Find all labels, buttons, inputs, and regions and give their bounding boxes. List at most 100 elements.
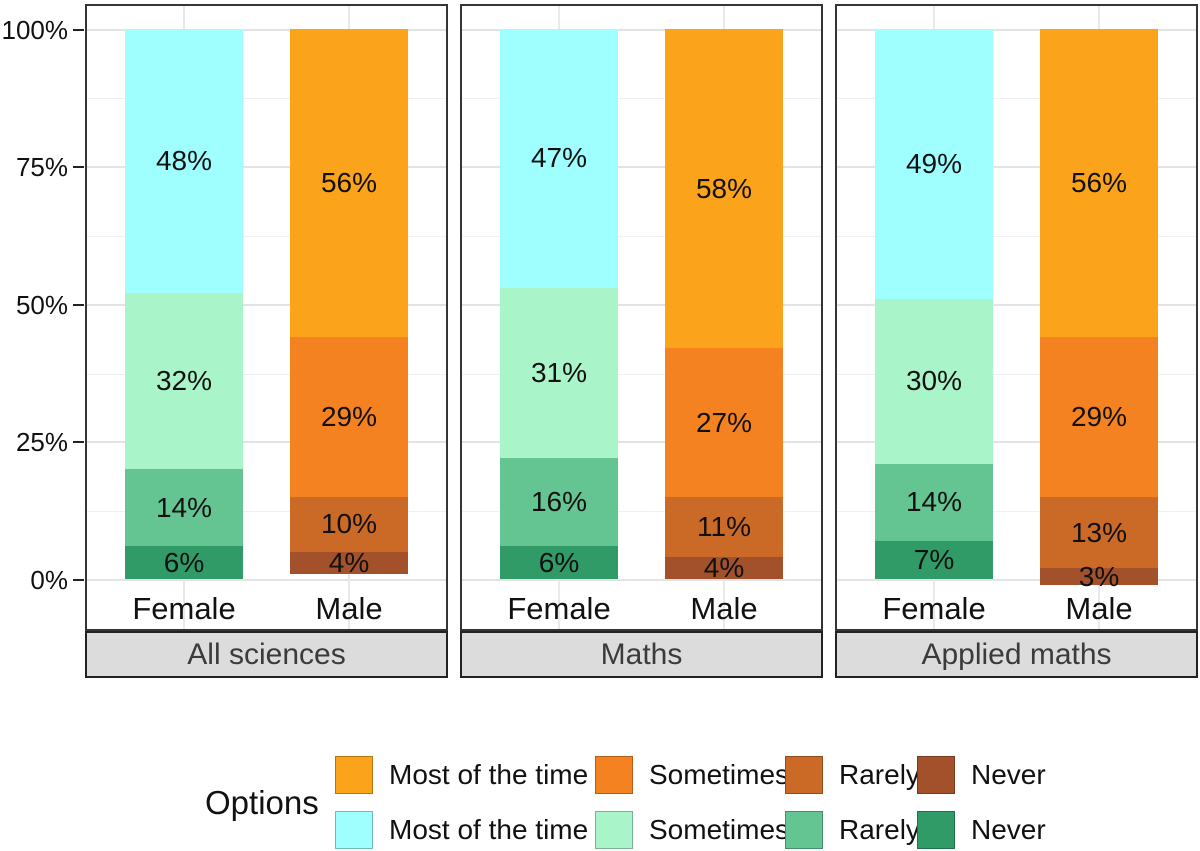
major-gridline (87, 303, 446, 306)
bar-segment-most-of-the-time: 58% (665, 29, 783, 349)
bar-segment-sometimes: 32% (125, 293, 243, 470)
bar-segment-label: 56% (320, 167, 378, 199)
bar-segment-label: 6% (538, 546, 580, 578)
minor-gridline (87, 235, 446, 237)
bar-segment-label: 11% (697, 511, 751, 543)
bar-segment-sometimes: 29% (1040, 337, 1158, 497)
bar-segment-label: 29% (320, 401, 378, 433)
facet-strip: All sciences (85, 631, 448, 678)
bar-segment-never: 6% (125, 546, 243, 580)
bar-segment-rarely: 13% (1040, 496, 1158, 569)
legend-swatch (917, 811, 955, 849)
major-gridline (837, 166, 1196, 169)
major-gridline (87, 166, 446, 169)
bar: 48% 32% 14% 6% (125, 29, 243, 580)
bar-segment-rarely: 16% (500, 458, 618, 547)
bar-segment-label: 56% (1070, 167, 1128, 199)
legend-label: Sometimes (649, 814, 790, 845)
bar-segment-label: 10% (320, 508, 378, 540)
legend-swatch (785, 811, 823, 849)
legend-label: Never (971, 759, 1046, 790)
legend-swatch (335, 811, 373, 849)
bar-segment-most-of-the-time: 56% (1040, 29, 1158, 338)
bar-segment-rarely: 10% (290, 496, 408, 552)
major-gridline (462, 579, 821, 581)
bar-segment-sometimes: 27% (665, 348, 783, 497)
y-axis-tick-label: 25% (15, 427, 68, 458)
category-label: Male (690, 591, 758, 626)
minor-gridline (462, 511, 821, 513)
y-axis-tick-mark (73, 579, 84, 581)
bar: 47% 31% 16% 6% (500, 29, 618, 580)
y-axis-tick-label: 100% (1, 14, 69, 45)
category-label: Male (1065, 591, 1133, 626)
y-axis-tick-mark (73, 166, 84, 169)
bar-segment-label: 27% (695, 406, 753, 438)
y-axis-tick-label: 50% (15, 289, 68, 320)
bar-segment-label: 4% (328, 546, 370, 578)
facet-panel: 48% 32% 14% 6% Female 56% 29% 10% 4% Male (85, 4, 448, 631)
y-axis-tick-label: 0% (30, 565, 68, 595)
facet-strip-label: Maths (600, 637, 683, 671)
minor-gridline (837, 511, 1196, 513)
y-axis-tick-mark (73, 28, 84, 31)
major-gridline (837, 579, 1196, 581)
major-gridline (837, 441, 1196, 444)
bar-segment-label: 16% (530, 486, 588, 518)
bar-segment-never: 6% (500, 546, 618, 580)
bar-segment-label: 3% (1078, 560, 1120, 592)
bar: 56% 29% 13% 3% (1040, 29, 1158, 590)
legend-swatch (785, 756, 823, 794)
legend-label: Never (971, 814, 1046, 845)
minor-gridline (837, 235, 1196, 237)
bar-segment-label: 14% (155, 491, 213, 523)
bar-segment-never: 7% (875, 540, 993, 580)
legend-item: Rarely (785, 811, 920, 849)
legend-item: Sometimes (595, 811, 789, 849)
major-gridline (462, 166, 821, 169)
major-gridline (462, 303, 821, 306)
major-gridline (87, 441, 446, 444)
minor-gridline (462, 235, 821, 237)
bar-segment-label: 14% (905, 486, 963, 518)
legend-label: Most of the time (389, 814, 589, 845)
minor-gridline (837, 98, 1196, 100)
legend-swatch (595, 756, 633, 794)
bar-segment-never: 4% (290, 546, 408, 578)
bar-segment-label: 13% (1070, 516, 1128, 548)
bar-segment-label: 48% (155, 145, 213, 177)
bar-segment-label: 58% (695, 172, 753, 204)
bar-segment-label: 4% (703, 552, 745, 584)
facet-strip: Maths (460, 631, 823, 678)
y-axis-tick-mark (73, 441, 84, 444)
category-label: Female (882, 591, 986, 626)
bar-segment-most-of-the-time: 49% (875, 29, 993, 299)
legend-label: Rarely (839, 814, 920, 845)
bar-segment-never: 4% (665, 552, 783, 584)
bar-segment-label: 6% (163, 546, 205, 578)
legend-swatch (335, 756, 373, 794)
facet-strip-label: Applied maths (921, 637, 1112, 671)
bar-segment-most-of-the-time: 56% (290, 29, 408, 338)
bar-segment-most-of-the-time: 48% (125, 29, 243, 294)
bar-segment-sometimes: 29% (290, 337, 408, 497)
minor-gridline (87, 98, 446, 100)
bar-segment-label: 31% (530, 357, 588, 389)
y-axis-tick-mark (73, 303, 84, 306)
bar-segment-sometimes: 31% (500, 287, 618, 459)
bar-segment-label: 29% (1070, 401, 1128, 433)
bar-segment-label: 7% (913, 544, 955, 576)
category-label: Male (315, 591, 383, 626)
category-label: Female (132, 591, 236, 626)
bar-segment-never: 3% (1040, 562, 1158, 590)
legend-swatch (917, 756, 955, 794)
bar: 49% 30% 14% 7% (875, 29, 993, 580)
legend-label: Rarely (839, 759, 920, 790)
minor-gridline (87, 511, 446, 513)
legend-swatch (595, 811, 633, 849)
y-axis-tick-label: 75% (15, 152, 68, 183)
legend-item: Sometimes (595, 756, 789, 794)
major-gridline (87, 28, 446, 31)
legend-item: Rarely (785, 756, 920, 794)
